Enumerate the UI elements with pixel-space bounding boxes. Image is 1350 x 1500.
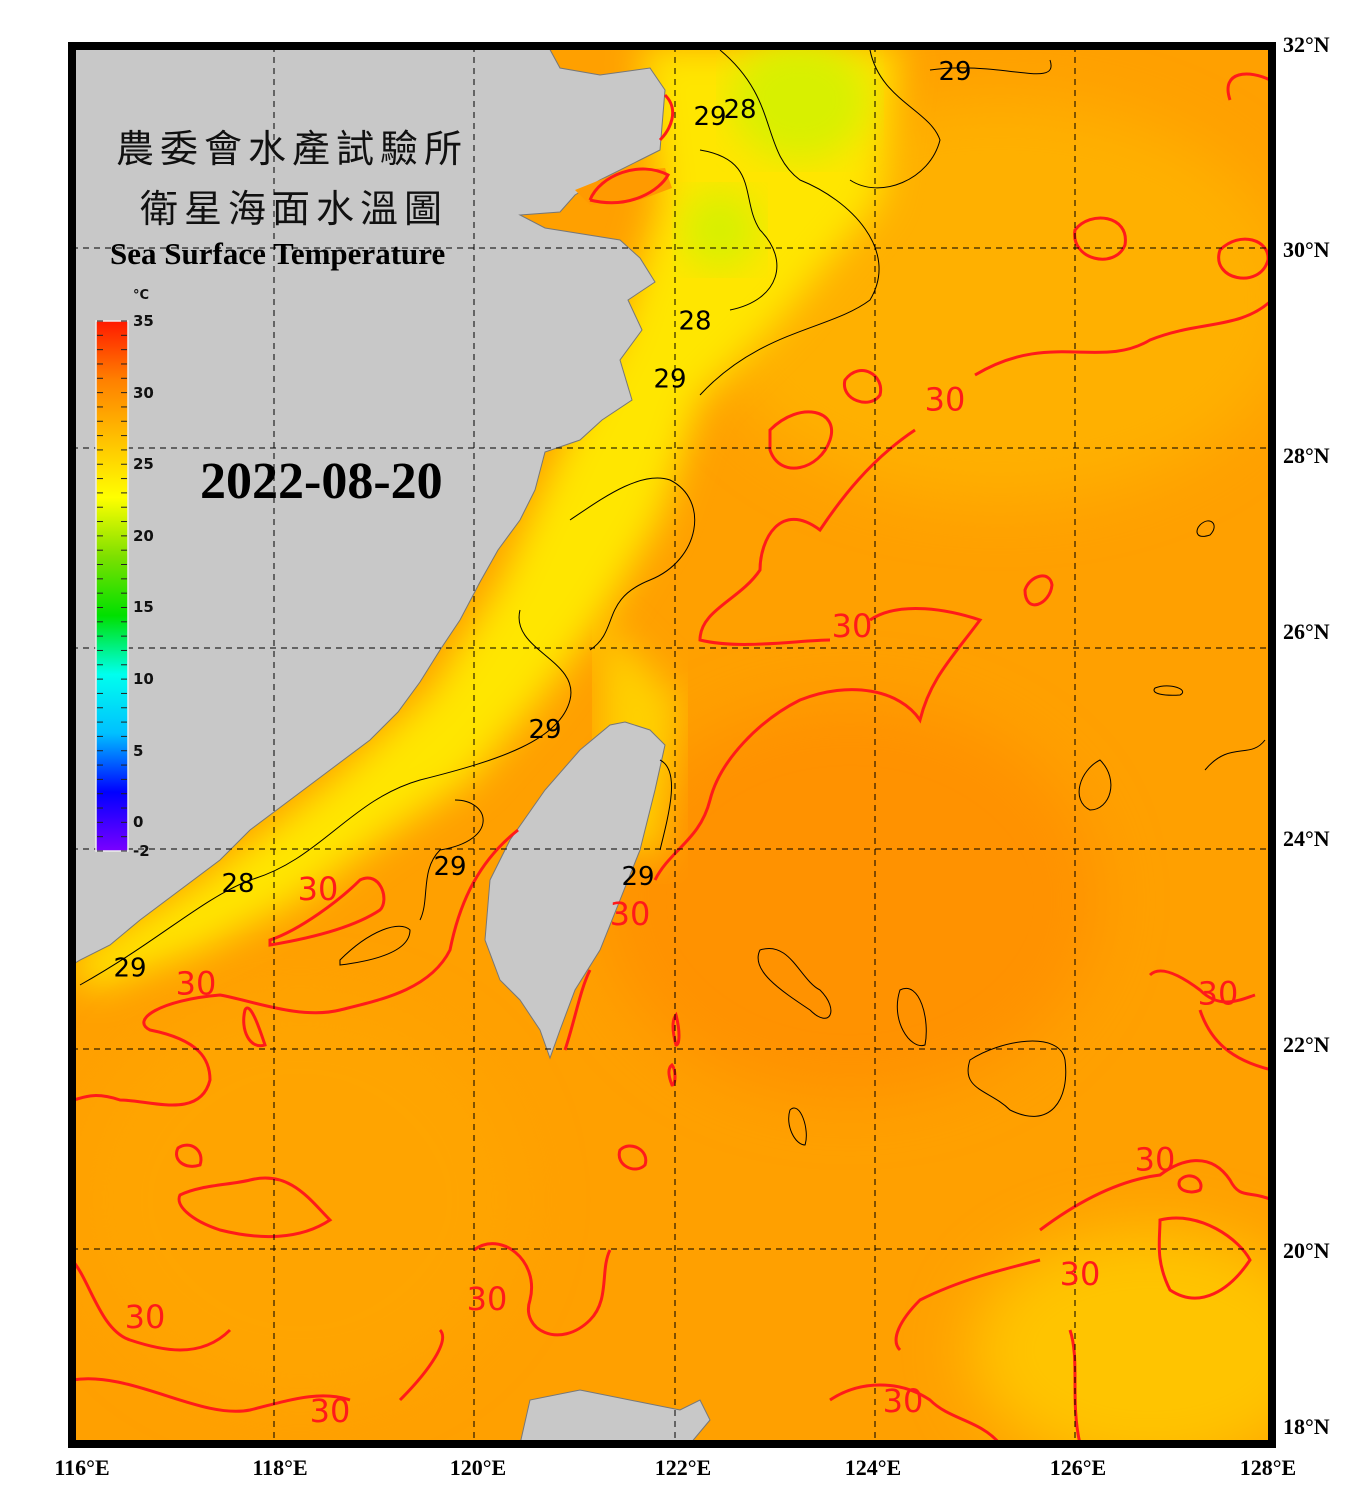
contour-label: 29 <box>693 102 726 132</box>
lat-label-26: 26°N <box>1283 619 1330 644</box>
colorbar-label: 25 <box>133 455 154 474</box>
contour-label: 30 <box>1135 1140 1176 1178</box>
contour-label: 29 <box>621 862 654 892</box>
colorbar-label: 5 <box>133 741 144 760</box>
contour-label: 30 <box>176 965 217 1003</box>
contour-label: 30 <box>1060 1255 1101 1293</box>
map-frame <box>68 42 1276 1448</box>
title-zh-line2: 衛星海面水溫圖 <box>140 187 449 231</box>
land-china <box>72 46 666 966</box>
title-en: Sea Surface Temperature <box>110 236 446 271</box>
colorbar-label: 15 <box>133 598 154 617</box>
contour-label: 30 <box>610 895 651 933</box>
lat-label-24: 24°N <box>1283 826 1330 851</box>
contour-label: 28 <box>723 95 756 125</box>
date-label: 2022-08-20 <box>200 453 443 510</box>
contour-label: 29 <box>653 365 686 395</box>
title-zh-line1: 農委會水產試驗所 <box>116 127 469 171</box>
colorbar-label: -2 <box>133 842 150 860</box>
lat-label-32: 32°N <box>1283 32 1330 57</box>
contour-label: 30 <box>298 870 339 908</box>
contour-label: 28 <box>678 307 711 337</box>
contour-label: 28 <box>221 869 254 899</box>
lon-label-124: 124°E <box>844 1455 902 1480</box>
lon-label-128: 128°E <box>1239 1455 1297 1480</box>
colorbar-label: 20 <box>133 526 154 545</box>
lat-label-18: 18°N <box>1283 1414 1330 1439</box>
contour-label: 30 <box>125 1298 166 1336</box>
coastal-cool-band <box>72 46 900 990</box>
contours-28-29 <box>79 49 1266 1146</box>
contour-label: 29 <box>113 954 146 984</box>
contours-30 <box>72 72 1272 1444</box>
colorbar-label: 0 <box>133 813 144 832</box>
lat-label-30: 30°N <box>1283 237 1330 262</box>
lat-label-22: 22°N <box>1283 1032 1330 1057</box>
contour-label: 30 <box>1198 975 1239 1013</box>
colorbar-label: 10 <box>133 670 154 689</box>
colorbar-ticks <box>97 320 127 852</box>
lon-label-116: 116°E <box>54 1455 110 1480</box>
contour-label: 30 <box>925 380 966 418</box>
sst-field <box>80 100 1272 1444</box>
contour-label: 30 <box>883 1382 924 1420</box>
cool-spot <box>680 190 760 270</box>
lon-label-118: 118°E <box>252 1455 308 1480</box>
contour-label: 30 <box>832 607 873 645</box>
yangtze-estuary <box>575 168 672 205</box>
lat-label-20: 20°N <box>1283 1238 1330 1263</box>
contour-label: 29 <box>433 852 466 882</box>
colorbar-unit: °C <box>133 288 150 303</box>
lat-label-28: 28°N <box>1283 443 1330 468</box>
contour-label: 29 <box>938 57 971 87</box>
contour-label: 30 <box>310 1392 351 1430</box>
contour-label: 30 <box>467 1280 508 1318</box>
lon-label-126: 126°E <box>1049 1455 1107 1480</box>
colorbar-label: 30 <box>133 383 154 402</box>
land-taiwan <box>484 721 666 1060</box>
land-luzon <box>519 1389 711 1444</box>
cool-spot <box>730 46 870 160</box>
lon-label-122: 122°E <box>654 1455 712 1480</box>
lon-label-120: 120°E <box>449 1455 507 1480</box>
colorbar <box>95 320 129 852</box>
colorbar-label: 35 <box>133 312 154 330</box>
graticule <box>72 46 1272 1444</box>
contour-label: 29 <box>528 715 561 745</box>
